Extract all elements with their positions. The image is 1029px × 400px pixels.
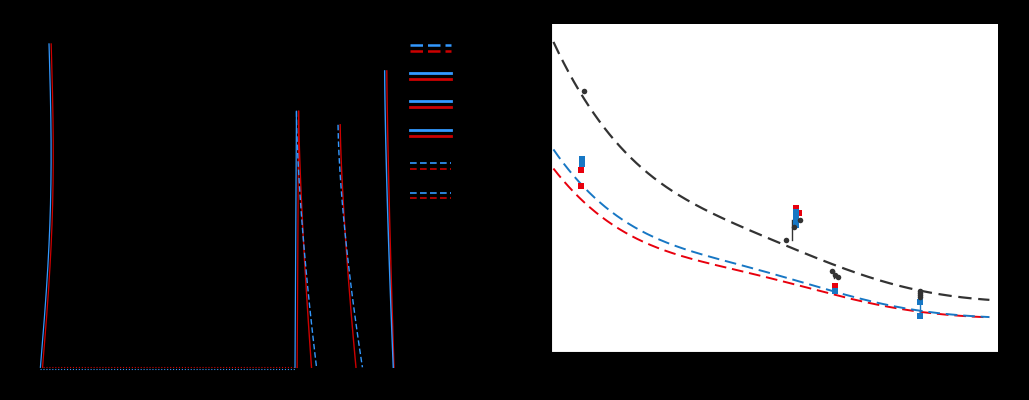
- Point: [778, 237, 794, 243]
- Y-axis label: Mises Equivalent Failure Strain: Mises Equivalent Failure Strain: [504, 97, 518, 279]
- Point: [912, 313, 928, 319]
- Point: [572, 166, 589, 173]
- Point: [912, 290, 928, 296]
- Point: [785, 224, 802, 230]
- Point: [827, 283, 844, 289]
- Point: [574, 156, 591, 162]
- Point: [576, 88, 593, 94]
- Point: [787, 204, 804, 211]
- Point: [827, 272, 844, 278]
- Point: [787, 218, 804, 225]
- Point: [792, 217, 809, 224]
- Point: [912, 293, 928, 300]
- Point: [912, 292, 928, 298]
- Point: [912, 288, 928, 294]
- X-axis label: Triaxiality: Triaxiality: [744, 377, 805, 390]
- Point: [912, 299, 928, 306]
- Point: [824, 268, 841, 274]
- Point: [827, 285, 844, 292]
- Point: [787, 211, 804, 218]
- Point: [787, 209, 804, 216]
- Point: [830, 274, 847, 280]
- Point: [791, 210, 808, 217]
- Point: [787, 216, 804, 222]
- Point: [572, 182, 589, 189]
- Point: [827, 288, 844, 294]
- Point: [574, 160, 591, 167]
- Point: [787, 222, 804, 228]
- Point: [787, 214, 804, 220]
